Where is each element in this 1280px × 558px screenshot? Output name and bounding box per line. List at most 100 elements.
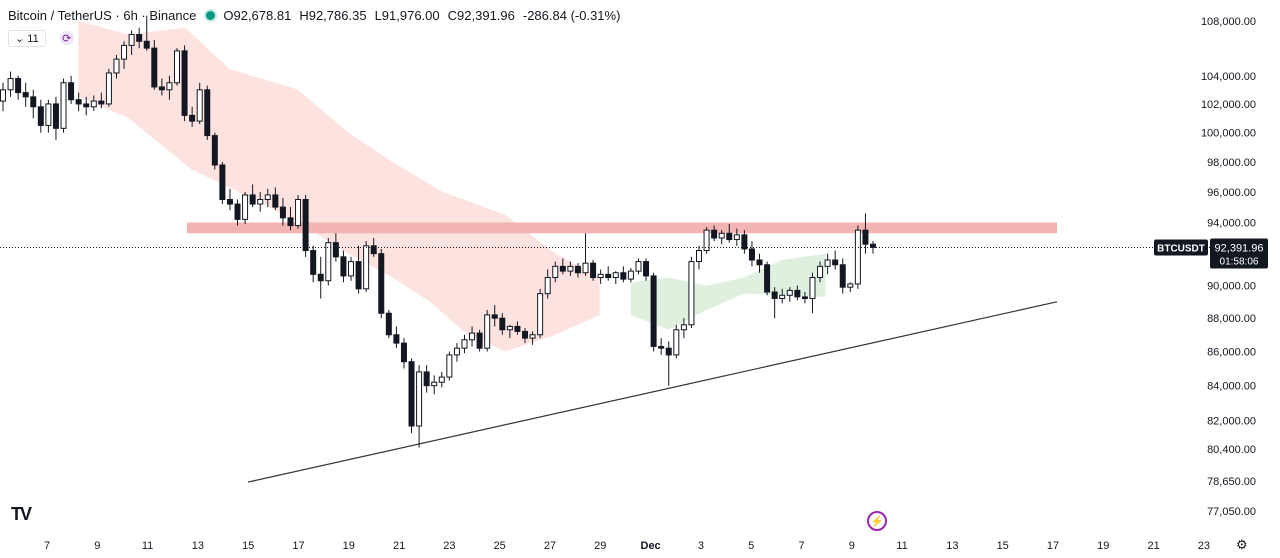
candle-up	[45, 103, 52, 126]
time-tick-label: 7	[44, 540, 50, 552]
last-price-label: 92,391.96	[1215, 243, 1264, 255]
chart-legend: Bitcoin / TetherUS · 6h · Binance O 92,67…	[8, 5, 620, 25]
candle-down	[370, 245, 377, 255]
candle-down	[756, 259, 763, 266]
ohlc-high-key: H	[299, 7, 309, 23]
time-tick-label: 29	[594, 540, 606, 552]
time-tick-label: 5	[748, 540, 754, 552]
candle-down	[15, 78, 22, 94]
candle-down	[317, 273, 324, 282]
price-tick-label: 80,400.00	[1207, 444, 1256, 456]
candle-up	[60, 82, 67, 129]
ohlc-open-key: O	[223, 7, 234, 23]
candle-up	[113, 58, 120, 74]
candle-up	[469, 332, 476, 341]
time-tick-label: 9	[849, 540, 855, 552]
candle-down	[204, 89, 211, 137]
candle-up	[128, 33, 135, 46]
candle-up	[786, 289, 793, 296]
price-tick-label: 77,050.00	[1207, 506, 1256, 518]
candle-up	[529, 334, 536, 339]
lightning-icon[interactable]: ⚡	[867, 511, 887, 531]
candle-up	[809, 277, 816, 300]
candle-up	[174, 50, 180, 84]
candle-down	[279, 206, 286, 219]
last-price-line: BTCUSDT 92,391.96 01:58:06	[0, 238, 1268, 269]
candle-up	[627, 270, 634, 280]
candle-up	[544, 277, 551, 295]
ohlc-high: 92,786.35	[308, 7, 367, 23]
candle-up	[680, 324, 687, 331]
candle-up	[461, 339, 468, 349]
ohlc-low: 91,976.00	[381, 7, 440, 23]
time-tick-label: 17	[292, 540, 304, 552]
indicators-toggle-button[interactable]: ⌄ 11	[8, 29, 46, 47]
candle-down	[393, 334, 400, 344]
time-axis[interactable]: 7 9 11 13 15 17 19 21 23 25 27 29 Dec 3 5 7 9 11 13 15 17 19 2…	[44, 540, 1210, 552]
time-tick-label: 19	[343, 540, 355, 552]
indicator-bar: ⌄ 11 ⟳	[8, 29, 74, 47]
price-tick-label: 90,000.00	[1207, 281, 1256, 293]
candle-down	[30, 96, 37, 108]
candle-up	[718, 232, 725, 239]
time-tick-label: 25	[494, 540, 506, 552]
candle-up	[257, 198, 264, 205]
candle-down	[143, 40, 150, 49]
symbol-title[interactable]: Bitcoin / TetherUS · 6h · Binance	[8, 7, 197, 23]
candle-down	[385, 312, 392, 336]
tradingview-logo-icon[interactable]: TV	[11, 504, 32, 524]
candle-down	[136, 33, 143, 42]
candle-down	[620, 272, 627, 280]
price-axis[interactable]: 108,000.00 104,000.00 102,000.00 100,000.00…	[1201, 16, 1256, 518]
candle-down	[726, 232, 733, 241]
candle-up	[597, 273, 604, 279]
candle-up	[295, 198, 302, 227]
time-tick-label: 23	[1198, 540, 1210, 552]
time-tick-label: Dec	[641, 540, 661, 552]
candle-up	[582, 262, 589, 274]
candle-down	[423, 371, 430, 387]
candle-down	[832, 259, 839, 266]
candle-countdown: 01:58:06	[1220, 257, 1259, 268]
candle-up	[847, 283, 854, 288]
trendline[interactable]	[247, 301, 1058, 483]
candle-up	[824, 259, 831, 267]
time-tick-label: 27	[544, 540, 556, 552]
price-tick-label: 86,000.00	[1207, 347, 1256, 359]
candle-up	[484, 314, 491, 349]
symbol-label-bg	[1154, 239, 1208, 256]
candle-up	[166, 82, 173, 91]
candle-down	[658, 345, 665, 349]
candle-down	[590, 262, 597, 279]
price-tick-label: 94,000.00	[1207, 217, 1256, 229]
candle-down	[249, 194, 256, 205]
time-tick-label: 17	[1047, 540, 1059, 552]
price-tick-label: 98,000.00	[1207, 157, 1256, 169]
candle-down	[801, 296, 808, 300]
time-tick-label: 13	[192, 540, 204, 552]
time-tick-label: 13	[946, 540, 958, 552]
candle-up	[779, 294, 786, 300]
candle-up	[0, 89, 6, 102]
candle-down	[37, 106, 44, 126]
sync-icon[interactable]: ⟳	[59, 31, 74, 45]
candle-down	[22, 92, 29, 98]
time-tick-label: 21	[393, 540, 405, 552]
candle-up	[537, 293, 544, 336]
price-tick-label: 84,000.00	[1207, 381, 1256, 393]
time-tick-label: 21	[1147, 540, 1159, 552]
candle-down	[211, 135, 218, 166]
price-tick-label: 96,000.00	[1207, 187, 1256, 199]
ichimoku-cloud	[78, 21, 826, 352]
time-tick-label: 11	[896, 540, 907, 552]
candle-down	[862, 229, 869, 245]
market-status-icon	[206, 10, 216, 20]
candle-up	[7, 78, 14, 91]
bullish-cloud	[631, 253, 826, 330]
price-label-bg	[1210, 238, 1268, 269]
candle-down	[310, 250, 317, 275]
gear-icon[interactable]: ⚙	[1236, 537, 1248, 552]
trendline-segment	[247, 301, 1058, 483]
price-tick-label: 88,000.00	[1207, 313, 1256, 325]
